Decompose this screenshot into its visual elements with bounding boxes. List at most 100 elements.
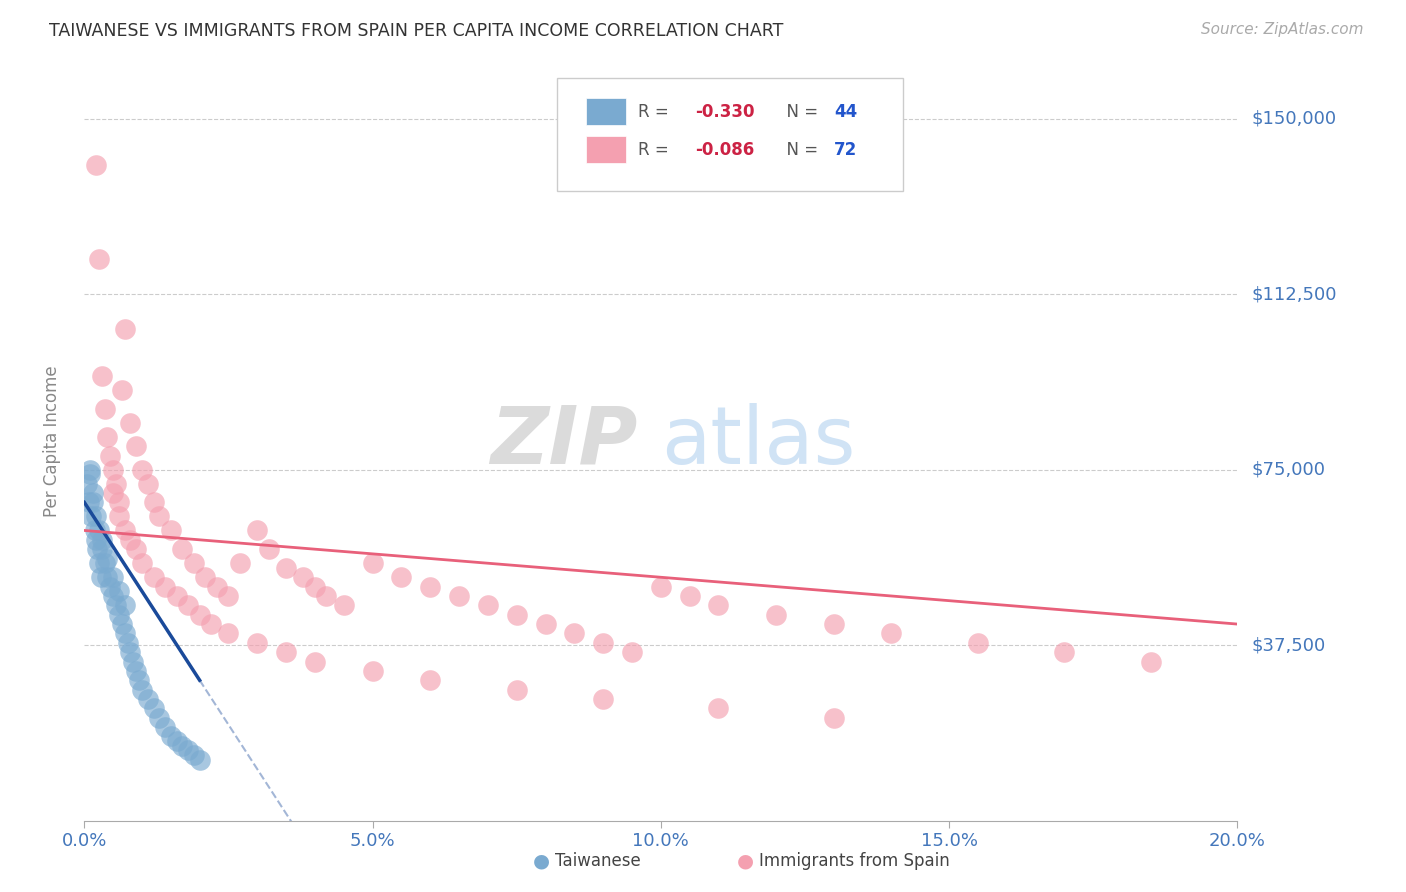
Point <box>131 556 153 570</box>
Point <box>128 673 150 688</box>
Point <box>391 570 413 584</box>
Point <box>93 556 115 570</box>
Text: -0.086: -0.086 <box>696 141 755 159</box>
Point <box>229 556 252 570</box>
Bar <box>586 136 626 163</box>
Point <box>122 655 145 669</box>
Point <box>246 524 269 538</box>
Text: N =: N = <box>776 103 824 120</box>
Point <box>114 322 136 336</box>
Point <box>304 580 326 594</box>
Point <box>84 509 107 524</box>
Point <box>111 383 134 397</box>
Point <box>177 599 200 613</box>
Point <box>160 730 183 744</box>
Point <box>200 617 222 632</box>
Point <box>177 743 200 757</box>
Point <box>108 584 131 599</box>
Point <box>148 509 170 524</box>
Point <box>79 462 101 476</box>
Text: ●: ● <box>533 851 550 871</box>
Point <box>1053 645 1076 659</box>
Point <box>84 533 107 547</box>
Point <box>90 369 112 384</box>
Text: 72: 72 <box>834 141 858 159</box>
Point <box>98 449 121 463</box>
Text: Immigrants from Spain: Immigrants from Spain <box>759 852 950 870</box>
Text: $37,500: $37,500 <box>1251 636 1326 654</box>
Text: R =: R = <box>638 141 673 159</box>
Point <box>506 682 529 697</box>
Point <box>131 682 153 697</box>
Point <box>89 570 111 584</box>
Point <box>87 556 110 570</box>
Text: atlas: atlas <box>661 402 855 481</box>
Point <box>823 617 845 632</box>
Point <box>142 570 165 584</box>
Point <box>114 626 136 640</box>
Point <box>142 495 165 509</box>
Point <box>153 580 176 594</box>
Point <box>823 711 845 725</box>
Point <box>93 401 115 416</box>
Point <box>534 617 557 632</box>
Point <box>90 533 112 547</box>
Point <box>153 720 176 734</box>
Point <box>292 570 315 584</box>
Point <box>183 556 205 570</box>
Point <box>131 462 153 476</box>
Point <box>564 626 586 640</box>
Point <box>361 664 384 678</box>
Point <box>114 599 136 613</box>
Point <box>160 524 183 538</box>
Point <box>103 570 124 584</box>
Point <box>276 561 298 575</box>
Point <box>87 252 110 266</box>
Point <box>419 580 441 594</box>
Y-axis label: Per Capita Income: Per Capita Income <box>44 366 62 517</box>
Point <box>125 664 148 678</box>
Point <box>103 462 124 476</box>
Point <box>96 551 118 566</box>
Text: R =: R = <box>638 103 673 120</box>
Point <box>125 439 148 453</box>
Text: -0.330: -0.330 <box>696 103 755 120</box>
Point <box>477 599 499 613</box>
Point <box>188 753 211 767</box>
Point <box>142 701 165 715</box>
Point <box>506 607 529 622</box>
Point <box>419 673 441 688</box>
Point <box>96 430 118 444</box>
Point <box>166 734 188 748</box>
Text: Taiwanese: Taiwanese <box>555 852 641 870</box>
Text: ZIP: ZIP <box>491 402 638 481</box>
Point <box>82 495 104 509</box>
Point <box>880 626 903 640</box>
Point <box>103 589 124 603</box>
Point <box>194 570 217 584</box>
Text: Source: ZipAtlas.com: Source: ZipAtlas.com <box>1201 22 1364 37</box>
Point <box>679 589 702 603</box>
Point <box>80 509 103 524</box>
Point <box>172 739 194 753</box>
Point <box>218 626 240 640</box>
Point <box>83 524 105 538</box>
Point <box>111 617 134 632</box>
Point <box>592 636 614 650</box>
Point <box>304 655 326 669</box>
Text: TAIWANESE VS IMMIGRANTS FROM SPAIN PER CAPITA INCOME CORRELATION CHART: TAIWANESE VS IMMIGRANTS FROM SPAIN PER C… <box>49 22 783 40</box>
Point <box>120 645 142 659</box>
Point <box>246 636 269 650</box>
Text: 44: 44 <box>834 103 858 120</box>
Text: $150,000: $150,000 <box>1251 110 1336 128</box>
Point <box>136 692 159 706</box>
Point <box>77 495 100 509</box>
Text: $75,000: $75,000 <box>1251 460 1326 479</box>
Point <box>90 542 112 557</box>
Text: $112,500: $112,500 <box>1251 285 1337 303</box>
Point <box>1140 655 1163 669</box>
Point <box>592 692 614 706</box>
Point <box>86 542 108 557</box>
Point <box>257 542 280 557</box>
Point <box>315 589 337 603</box>
